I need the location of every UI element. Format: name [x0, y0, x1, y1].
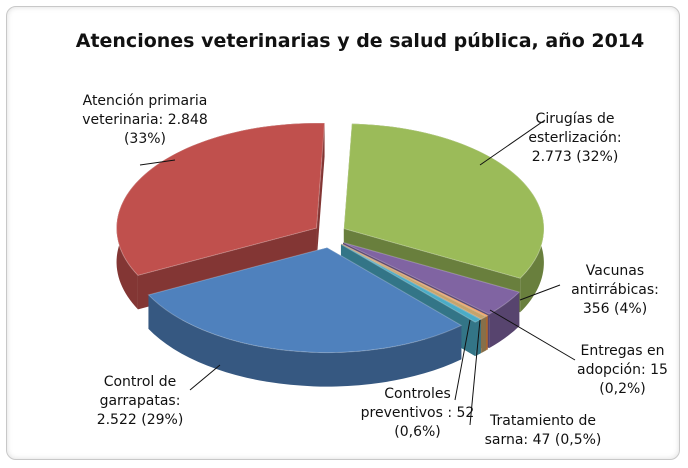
slice-label: Atención primaria veterinaria: 2.848 (33…	[80, 92, 210, 149]
label-value: 52	[456, 405, 475, 421]
chart-frame	[6, 6, 680, 460]
label-value: 47	[532, 432, 551, 448]
label-percent: (0,5%)	[554, 432, 602, 448]
slice	[341, 243, 489, 317]
leader-line	[454, 319, 471, 401]
slice	[147, 247, 463, 354]
label-value: 2.773	[531, 149, 572, 165]
label-category: Atención primaria veterinaria:	[82, 93, 208, 128]
label-category: Vacunas antirrábicas:	[571, 263, 659, 298]
leader-line	[519, 284, 561, 301]
slice-side	[489, 292, 520, 349]
label-percent: (32%)	[576, 149, 619, 165]
slice-label: Control de garrapatas: 2.522 (29%)	[80, 373, 200, 430]
leader-line	[489, 309, 576, 361]
label-percent: (29%)	[141, 412, 184, 428]
slice-label: Controles preventivos : 52 (0,6%)	[355, 385, 480, 442]
label-category: Cirugías de esterlización:	[528, 111, 622, 146]
slice-label: Entregas en adopción: 15 (0,2%)	[565, 342, 680, 399]
slice-label: Vacunas antirrábicas: 356 (4%)	[560, 262, 670, 319]
label-value: 15	[650, 362, 668, 378]
label-value: 2.848	[167, 112, 208, 128]
slice	[341, 243, 488, 320]
slice-side	[481, 316, 486, 354]
label-category: Tratamiento de sarna:	[484, 413, 596, 448]
slice	[343, 123, 545, 279]
label-category: Controles preventivos :	[360, 386, 453, 421]
leader-line	[479, 119, 546, 166]
slice-side	[148, 294, 462, 387]
label-category: Entregas en adopción:	[577, 343, 665, 378]
label-value: 2.522	[96, 412, 137, 428]
slice-label: Cirugías de esterlización: 2.773 (32%)	[520, 110, 630, 167]
slice	[340, 243, 482, 323]
leader-line	[469, 319, 481, 426]
slice-side	[316, 123, 325, 263]
leader-line	[189, 364, 221, 391]
leader-line	[139, 159, 176, 166]
slice	[342, 241, 521, 315]
slice-label: Tratamiento de sarna: 47 (0,5%)	[468, 412, 618, 450]
label-value: 356	[582, 301, 610, 317]
label-percent: (0,6%)	[394, 424, 441, 440]
label-percent: (4%)	[614, 301, 648, 317]
label-percent: (33%)	[123, 131, 167, 147]
chart-title: Atenciones veterinarias y de salud públi…	[75, 30, 645, 52]
slice-side	[486, 315, 488, 351]
label-percent: (0,2%)	[599, 381, 646, 397]
label-category: Control de garrapatas:	[99, 374, 181, 409]
